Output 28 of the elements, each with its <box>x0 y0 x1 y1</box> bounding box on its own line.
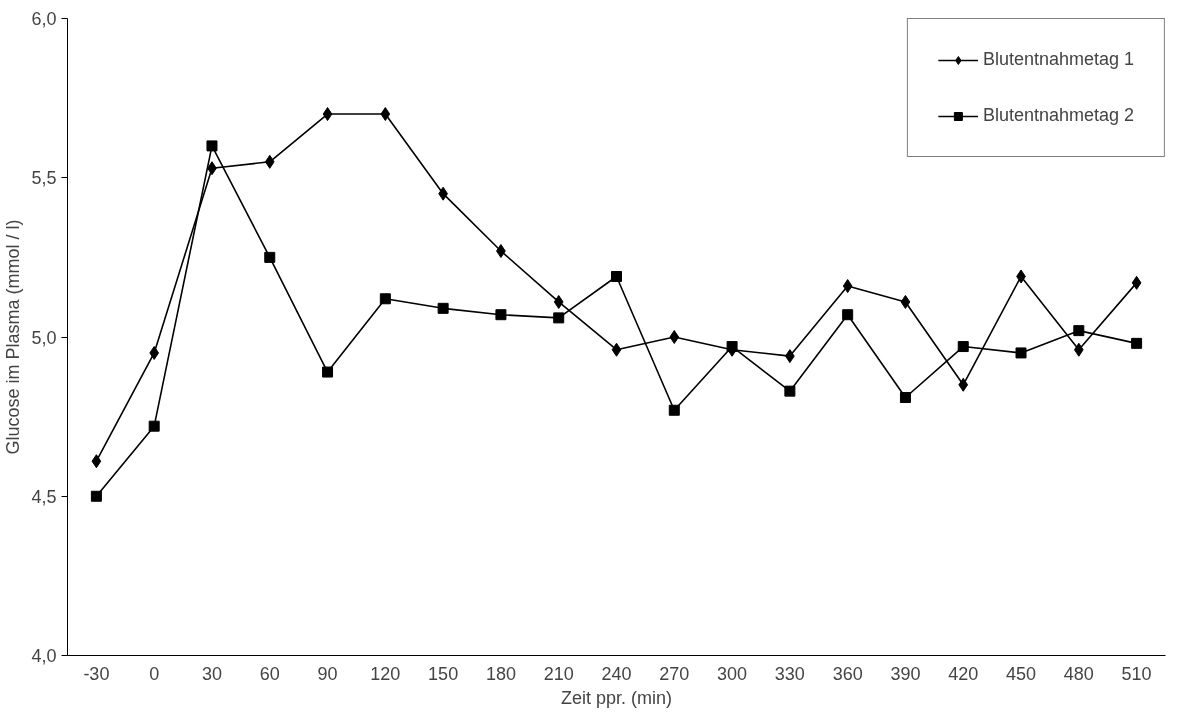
x-tick-label: 90 <box>317 663 338 684</box>
legend-label: Blutentnahmetag 1 <box>982 49 1134 70</box>
x-tick-label: 180 <box>485 663 516 684</box>
legend-label: Blutentnahmetag 2 <box>982 105 1134 126</box>
y-axis-title: Glucose im Plasma (mmol / l) <box>3 219 24 455</box>
y-tick-label: 5,0 <box>31 327 57 348</box>
x-tick-label: 150 <box>428 663 459 684</box>
y-tick-label: 5,5 <box>31 168 57 189</box>
x-tick-label: 0 <box>149 663 160 684</box>
x-axis-title: Zeit ppr. (min) <box>560 687 673 708</box>
y-tick-label: 6,0 <box>31 9 57 29</box>
x-tick-label: 240 <box>601 663 632 684</box>
x-tick-label: 450 <box>1006 663 1037 684</box>
x-tick-label: 210 <box>543 663 574 684</box>
x-tick-label: 510 <box>1121 663 1152 684</box>
x-tick-label: 270 <box>659 663 690 684</box>
x-tick-label: 390 <box>890 663 921 684</box>
x-tick-label: 480 <box>1063 663 1094 684</box>
y-tick-label: 4,0 <box>31 646 57 666</box>
x-tick-label: -30 <box>83 663 110 684</box>
x-tick-label: 300 <box>717 663 748 684</box>
x-tick-label: 360 <box>832 663 863 684</box>
y-tick-label: 4,5 <box>31 486 57 507</box>
x-tick-label: 30 <box>201 663 222 684</box>
x-tick-label: 60 <box>259 663 280 684</box>
x-tick-label: 420 <box>948 663 979 684</box>
x-tick-label: 330 <box>774 663 805 684</box>
x-tick-label: 120 <box>370 663 401 684</box>
